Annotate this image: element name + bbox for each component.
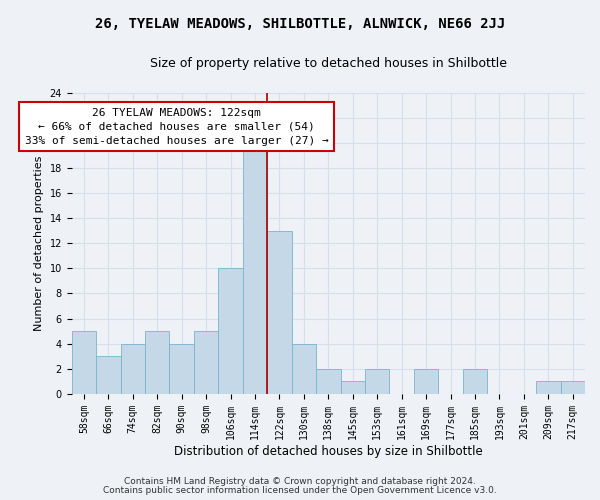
Y-axis label: Number of detached properties: Number of detached properties xyxy=(34,156,44,331)
Text: Contains public sector information licensed under the Open Government Licence v3: Contains public sector information licen… xyxy=(103,486,497,495)
Bar xyxy=(218,268,243,394)
Bar xyxy=(463,369,487,394)
X-axis label: Distribution of detached houses by size in Shilbottle: Distribution of detached houses by size … xyxy=(174,444,483,458)
Bar xyxy=(121,344,145,394)
Bar xyxy=(560,382,585,394)
Text: Contains HM Land Registry data © Crown copyright and database right 2024.: Contains HM Land Registry data © Crown c… xyxy=(124,477,476,486)
Bar xyxy=(71,331,96,394)
Text: 26, TYELAW MEADOWS, SHILBOTTLE, ALNWICK, NE66 2JJ: 26, TYELAW MEADOWS, SHILBOTTLE, ALNWICK,… xyxy=(95,18,505,32)
Bar xyxy=(414,369,439,394)
Text: 26 TYELAW MEADOWS: 122sqm
← 66% of detached houses are smaller (54)
33% of semi-: 26 TYELAW MEADOWS: 122sqm ← 66% of detac… xyxy=(25,108,329,146)
Title: Size of property relative to detached houses in Shilbottle: Size of property relative to detached ho… xyxy=(150,58,507,70)
Bar xyxy=(536,382,560,394)
Bar xyxy=(267,230,292,394)
Bar xyxy=(96,356,121,394)
Bar xyxy=(169,344,194,394)
Bar xyxy=(292,344,316,394)
Bar xyxy=(145,331,169,394)
Bar xyxy=(243,142,267,394)
Bar xyxy=(365,369,389,394)
Bar xyxy=(194,331,218,394)
Bar xyxy=(341,382,365,394)
Bar xyxy=(316,369,341,394)
